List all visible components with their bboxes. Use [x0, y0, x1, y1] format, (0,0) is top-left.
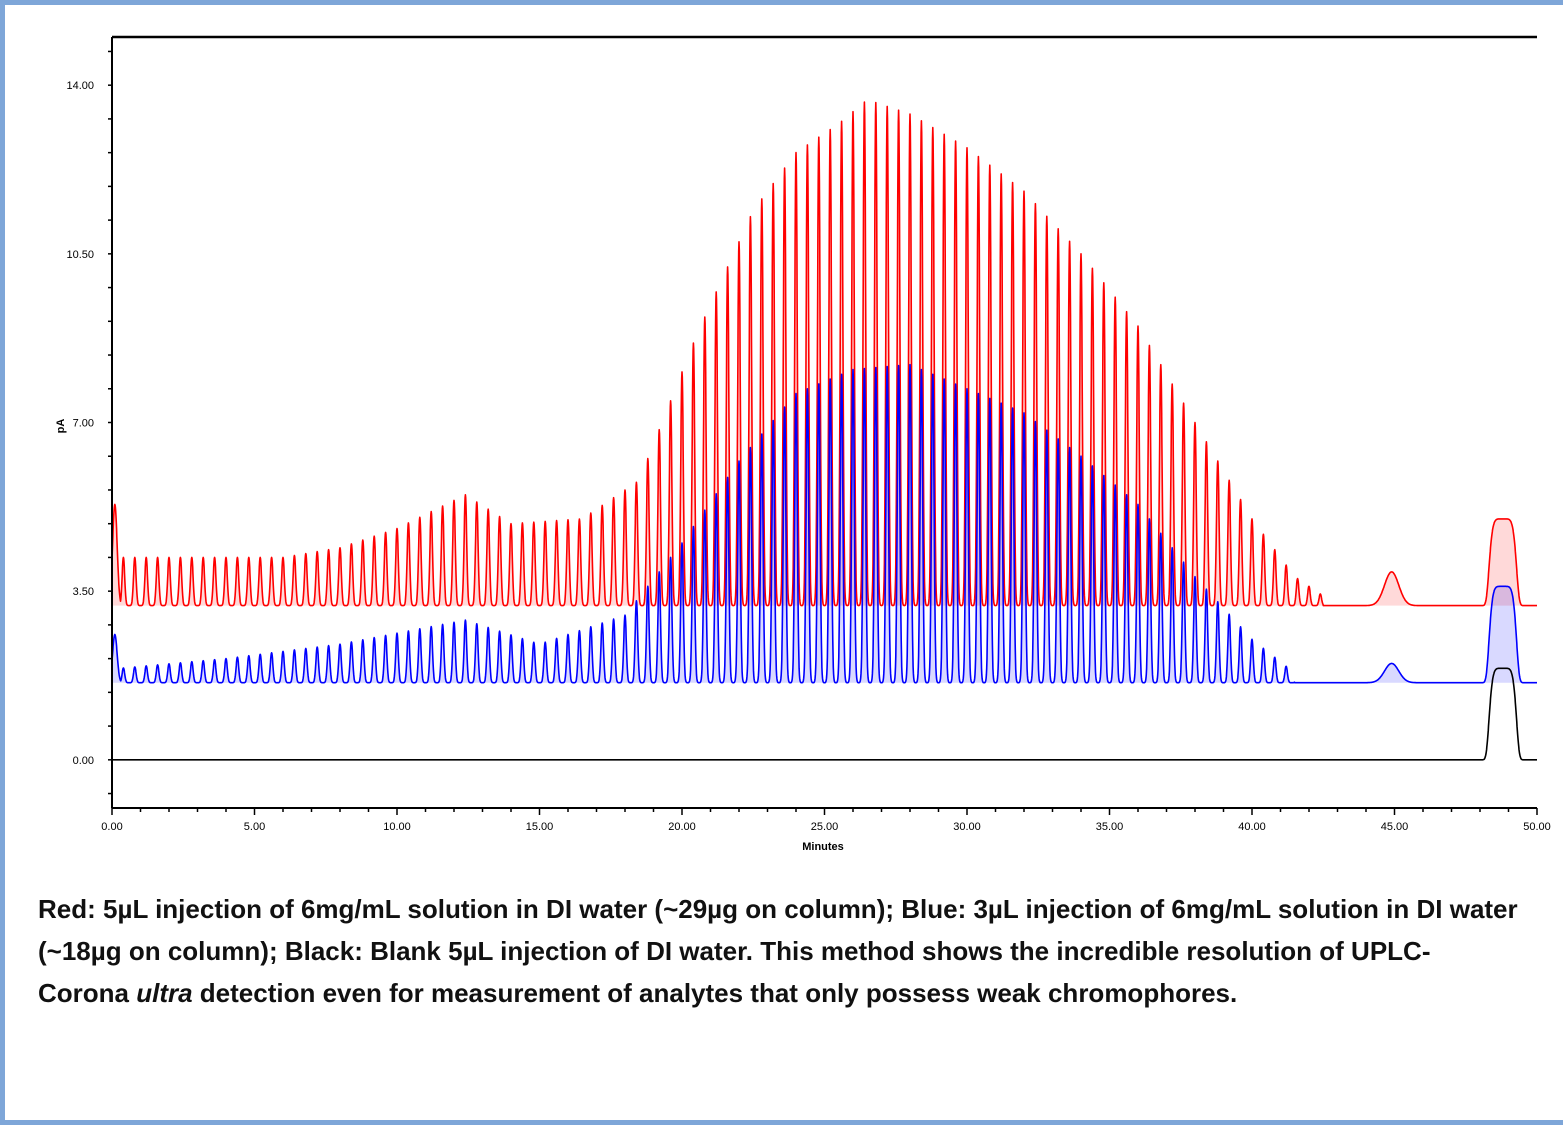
figure-caption: Red: 5µL injection of 6mg/mL solution in…	[38, 888, 1518, 1014]
series-2-line	[111, 363, 1538, 684]
series-1-line	[111, 101, 1538, 607]
x-tick-label: 15.00	[526, 821, 554, 833]
series-2-shading	[112, 364, 1537, 683]
x-tick-label: 5.00	[244, 821, 265, 833]
y-tick-label: 0.00	[73, 755, 94, 767]
x-tick-label: 0.00	[101, 821, 122, 833]
caption-italic: ultra	[136, 978, 193, 1008]
x-tick-label: 35.00	[1096, 821, 1124, 833]
y-tick-label: 3.50	[73, 586, 94, 598]
caption-main: Red: 5µL injection of 6mg/mL solution in…	[38, 894, 1518, 1008]
axes-layer: 0.00 5.00 10.00 15.00 20.00 25.00 30.00 35.00 40…	[66, 35, 1551, 833]
x-tick-label: 45.00	[1381, 821, 1409, 833]
x-tick-label: 40.00	[1238, 821, 1266, 833]
series-3-line	[111, 667, 1538, 761]
x-axis-title: Minutes	[802, 841, 844, 853]
x-tick-label: 20.00	[668, 821, 696, 833]
x-tick-label: 10.00	[383, 821, 411, 833]
y-tick-label: 10.50	[66, 249, 94, 261]
y-tick-label: 14.00	[66, 80, 94, 92]
series-layer	[111, 101, 1538, 761]
x-tick-label: 30.00	[953, 821, 981, 833]
y-tick-label: 7.00	[73, 418, 94, 430]
caption-tail: detection even for measurement of analyt…	[192, 978, 1238, 1008]
chromatogram-chart: 0.00 5.00 10.00 15.00 20.00 25.00 30.00 35.00 40…	[55, 35, 1551, 853]
series-1-shading	[112, 102, 1537, 606]
x-tick-label: 25.00	[811, 821, 839, 833]
x-tick-label: 50.00	[1523, 821, 1551, 833]
y-axis-title: pA	[55, 419, 67, 434]
